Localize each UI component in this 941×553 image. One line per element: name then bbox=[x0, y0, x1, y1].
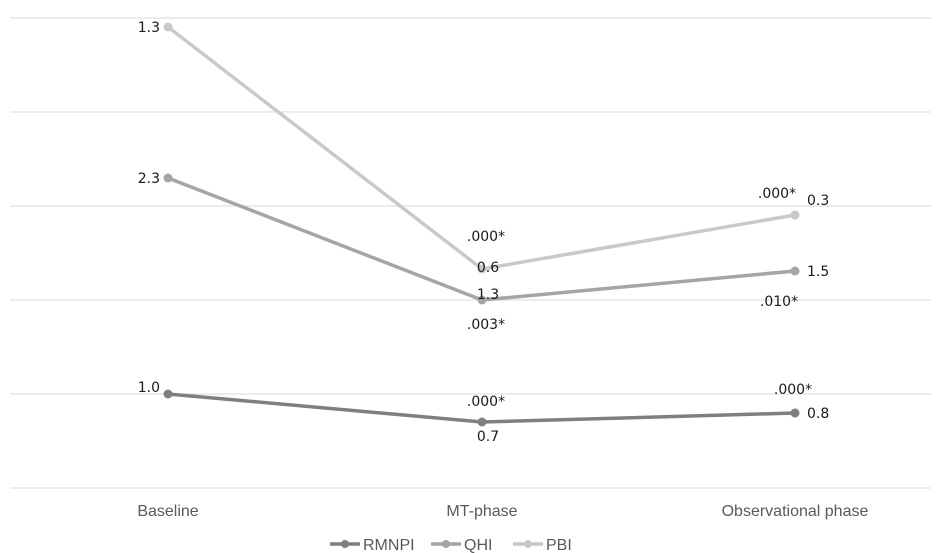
data-point-pbi bbox=[477, 264, 487, 274]
significance-label: .000* bbox=[774, 382, 812, 398]
legend-label: PBI bbox=[546, 537, 572, 553]
data-point-rmnpi bbox=[163, 389, 173, 399]
data-label: 1.0 bbox=[138, 380, 160, 396]
x-axis-ticks: Baseline MT-phase Observational phase bbox=[137, 503, 868, 520]
data-points bbox=[163, 22, 800, 427]
data-label: 0.6 bbox=[477, 260, 499, 276]
data-point-qhi bbox=[477, 295, 487, 305]
legend: RMNPI QHI PBI bbox=[330, 537, 572, 553]
x-tick-label: Baseline bbox=[137, 503, 198, 520]
data-label: 0.7 bbox=[477, 429, 499, 445]
x-tick-label: MT-phase bbox=[446, 503, 517, 520]
data-label: 0.8 bbox=[807, 406, 829, 422]
legend-label: RMNPI bbox=[363, 537, 415, 553]
data-label: 1.5 bbox=[807, 264, 829, 280]
data-point-qhi bbox=[163, 173, 173, 183]
data-point-qhi bbox=[790, 266, 800, 276]
data-point-rmnpi bbox=[790, 408, 800, 418]
data-label: 1.3 bbox=[477, 287, 499, 303]
legend-swatch-marker bbox=[442, 540, 450, 548]
legend-label: QHI bbox=[464, 537, 492, 553]
gridlines bbox=[10, 17, 931, 489]
legend-swatch-marker bbox=[524, 540, 532, 548]
data-label: 0.3 bbox=[807, 193, 829, 209]
significance-label: .000* bbox=[758, 186, 796, 202]
significance-label: .000* bbox=[467, 394, 505, 410]
data-labels: 1.0 0.7 .000* 0.8 .000* 2.3 1.3 .003* 1.5 .010* 1.… bbox=[138, 20, 830, 445]
data-label: 1.3 bbox=[138, 20, 160, 36]
data-point-pbi bbox=[790, 210, 800, 220]
significance-label: .000* bbox=[467, 229, 505, 245]
series-lines bbox=[166, 25, 796, 424]
data-label: 2.3 bbox=[138, 171, 160, 187]
x-tick-label: Observational phase bbox=[722, 503, 869, 520]
legend-swatch-marker bbox=[341, 540, 349, 548]
data-point-rmnpi bbox=[477, 417, 487, 427]
significance-label: .010* bbox=[760, 294, 798, 310]
significance-label: .003* bbox=[467, 317, 505, 333]
data-point-pbi bbox=[163, 22, 173, 32]
